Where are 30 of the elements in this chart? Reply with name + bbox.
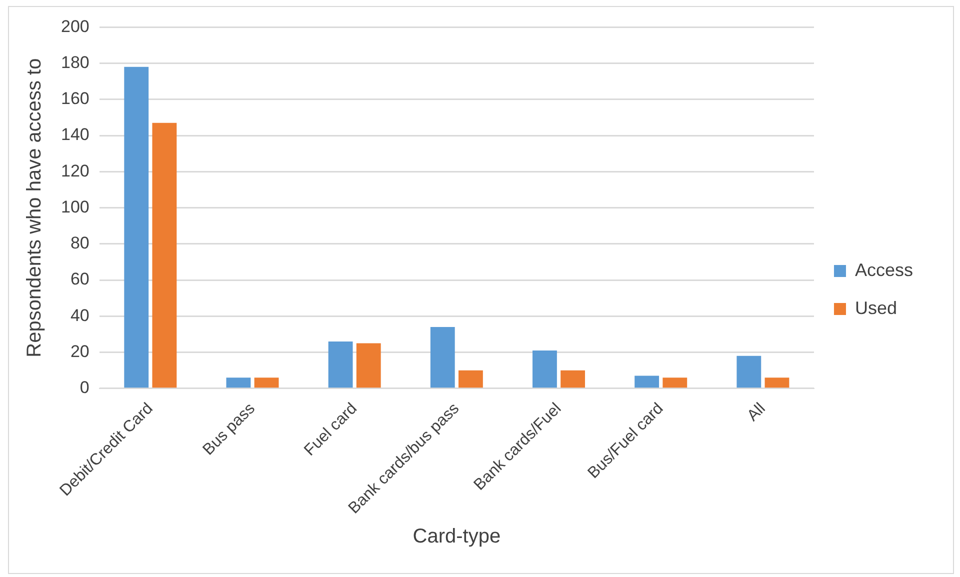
bar [634, 376, 660, 388]
bar [356, 343, 381, 388]
legend-label: Access [854, 260, 914, 280]
bar [736, 356, 762, 388]
bar [254, 378, 279, 388]
y-tick-label: 120 [60, 161, 90, 180]
bar [124, 66, 149, 388]
y-tick-label: 160 [60, 89, 90, 108]
y-tick-label: 80 [70, 234, 90, 253]
bar [532, 350, 557, 388]
x-tick-label: All [744, 400, 769, 425]
bar [226, 378, 251, 388]
y-tick-label: 40 [70, 306, 90, 325]
y-tick-label: 140 [60, 125, 90, 144]
legend-label: Used [854, 298, 898, 318]
bar [152, 122, 177, 388]
bar [662, 378, 688, 388]
x-axis-title: Card-type [412, 526, 501, 548]
y-tick-label: 100 [60, 197, 90, 216]
y-tick-label: 20 [70, 342, 90, 361]
bar [458, 370, 483, 388]
bar [764, 378, 790, 388]
y-tick-label: 60 [70, 270, 90, 289]
bar [328, 341, 353, 388]
y-tick-label: 200 [60, 16, 90, 36]
y-tick-label: 0 [80, 378, 90, 398]
bar [430, 327, 455, 388]
y-tick-label: 180 [60, 53, 90, 72]
y-axis-title: Repsondents who have access to [24, 58, 46, 358]
bar [560, 370, 586, 388]
